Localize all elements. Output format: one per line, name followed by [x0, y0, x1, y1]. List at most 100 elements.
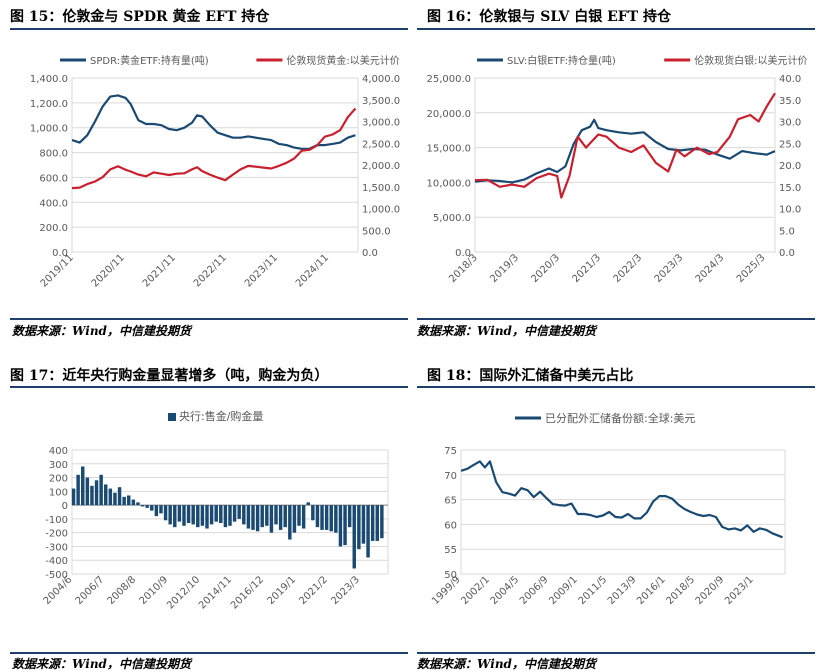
x-tick-label: 2020/3: [529, 252, 562, 285]
bar: [242, 505, 246, 525]
y-tick-label-left: 1,400.0: [30, 74, 68, 85]
plot-area: [71, 77, 359, 253]
x-tick-label: 2006/7: [74, 574, 107, 607]
y-tick-label-left: 400: [49, 446, 68, 457]
y-tick-label-right: 25.0: [779, 139, 801, 150]
title-rule: [417, 28, 815, 30]
bar: [375, 505, 379, 541]
bar: [324, 505, 329, 530]
bar: [200, 505, 205, 526]
bar: [131, 499, 136, 506]
series-line-primary: [474, 118, 776, 184]
source-rule: [417, 652, 815, 654]
bar: [81, 466, 85, 506]
x-tick-label: 2002/1: [459, 574, 492, 607]
bar: [301, 505, 306, 529]
y-tick-label-right: 1,500.0: [362, 183, 400, 194]
source-rule: [417, 318, 815, 320]
bar: [274, 505, 278, 525]
series-line-secondary: [474, 92, 776, 199]
y-tick-label-left: 1,200.0: [30, 99, 68, 110]
y-tick-label-right: 0.0: [779, 248, 795, 259]
title-rule: [10, 28, 408, 30]
y-tick-label-left: 75: [444, 446, 457, 457]
y-tick-label-left: -300: [45, 542, 68, 553]
y-tick-label-left: 20,000.0: [426, 109, 471, 120]
x-tick-label: 2025/3: [735, 252, 768, 285]
bar: [292, 505, 297, 533]
bar: [347, 505, 352, 528]
legend-swatch: [168, 413, 176, 421]
bar: [223, 505, 228, 528]
x-tick-label: 2016/12: [229, 574, 266, 611]
x-tick-label: 2022/3: [612, 252, 645, 285]
source-note: 数据来源：Wind，中信建投期货: [417, 657, 596, 671]
bar: [228, 505, 232, 526]
bar: [99, 474, 103, 506]
y-tick-label-left: 200.0: [39, 223, 68, 234]
bar: [136, 502, 140, 506]
bar: [177, 505, 182, 522]
bar: [196, 505, 200, 528]
y-tick-label-right: 30.0: [779, 118, 801, 129]
x-tick-label: 2022/11: [192, 252, 229, 289]
series-line-primary: [71, 94, 356, 150]
x-tick-label: 2024/3: [694, 252, 727, 285]
y-tick-label-left: 200: [49, 474, 68, 485]
bar: [214, 505, 218, 522]
title-rule: [10, 386, 408, 388]
x-tick-label: 2020/9: [694, 574, 727, 607]
x-tick-label: 2008/8: [106, 574, 139, 607]
bar: [288, 505, 292, 540]
bar: [320, 505, 324, 530]
bar: [380, 505, 384, 539]
bar: [251, 505, 255, 530]
bar: [334, 505, 338, 533]
y-tick-label-left: 55: [444, 545, 457, 556]
y-tick-label-right: 35.0: [779, 96, 801, 107]
source-note: 数据来源：Wind，中信建投期货: [417, 324, 596, 338]
bar: [145, 505, 149, 508]
usd-reserve-share-chart: 5055606570751999/92002/12004/52006/92009…: [430, 411, 786, 607]
bar: [186, 505, 191, 524]
y-tick-label-left: 800.0: [39, 149, 68, 160]
legend-label: SPDR:黄金ETF:持有量(吨): [90, 54, 209, 67]
bar: [329, 505, 333, 532]
source-rule: [10, 318, 408, 320]
chart-title-silver: 图 16：伦敦银与 SLV 白银 EFT 持仓: [427, 9, 672, 25]
source-note: 数据来源：Wind，中信建投期货: [12, 657, 191, 671]
x-tick-label: 2023/3: [653, 252, 686, 285]
y-tick-label-right: 10.0: [779, 205, 801, 216]
x-tick-label: 2019/3: [488, 252, 521, 285]
bar: [113, 492, 117, 506]
silver-etf-chart: 0.0 5,000.0 10,000.0 15,000.0 20,000.0 25,000…: [426, 54, 807, 285]
chart-title-usd-reserves: 图 18：国际外汇储备中美元占比: [427, 368, 634, 384]
x-tick-label: 2024/11: [294, 252, 331, 289]
x-tick-label: 2004/5: [489, 574, 522, 607]
legend-label: 已分配外汇储备份额:全球:美元: [545, 411, 695, 425]
bar: [265, 505, 269, 526]
y-tick-label-right: 3,000.0: [362, 118, 400, 129]
bar: [283, 505, 287, 528]
y-tick-label-right: 0.0: [362, 248, 378, 259]
bar: [278, 505, 283, 530]
x-tick-label: 2006/9: [518, 574, 551, 607]
legend-label: SLV:白银ETF:持仓量(吨): [507, 54, 616, 67]
bar: [269, 505, 274, 533]
legend-label: 伦敦现货白银:以美元计价: [694, 54, 807, 67]
bar: [209, 505, 214, 525]
bar: [246, 505, 251, 529]
chart-title-gold: 图 15：伦敦金与 SPDR 黄金 EFT 持仓: [10, 9, 270, 25]
legend-label: 伦敦现货黄金:以美元计价: [286, 54, 399, 67]
bar: [85, 477, 90, 506]
y-tick-label-left: 60: [444, 520, 457, 531]
y-tick-label-right: 1,000.0: [362, 205, 400, 216]
x-tick-label: 2023/1: [723, 574, 756, 607]
bar: [108, 488, 113, 506]
bar: [306, 502, 310, 506]
x-tick-label: 2011/5: [577, 574, 610, 607]
y-tick-label-left: 400.0: [39, 198, 68, 209]
x-tick-label: 2021/3: [570, 252, 603, 285]
bar: [232, 505, 237, 522]
bar: [117, 487, 122, 506]
